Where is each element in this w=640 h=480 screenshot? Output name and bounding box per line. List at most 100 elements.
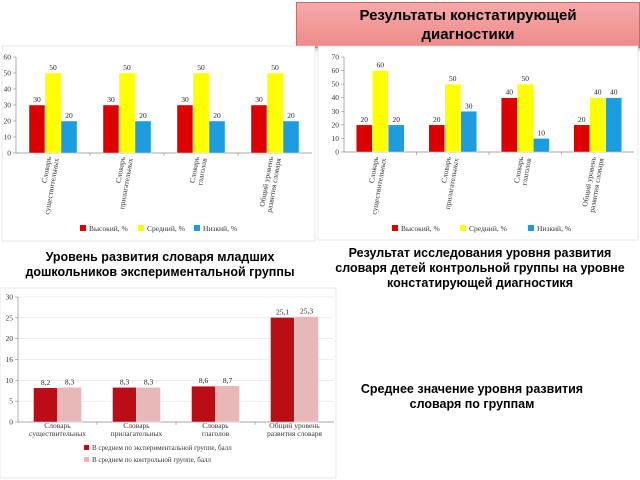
data-label: 60 <box>377 61 385 70</box>
data-label: 20 <box>287 111 295 120</box>
data-label: 20 <box>213 111 221 120</box>
legend-label: Средний, % <box>147 224 185 233</box>
caption-chart1: Уровень развития словаря младших дошколь… <box>25 250 295 279</box>
data-label: 8,2 <box>41 378 51 387</box>
data-label: 8,3 <box>65 377 75 386</box>
data-label: 25,3 <box>300 307 313 316</box>
bar-2-1 <box>372 70 389 153</box>
y-tick-label: 30 <box>4 101 12 110</box>
data-label: 30 <box>33 95 41 104</box>
legend-item-1: В среднем по экспериментальной группе, б… <box>84 444 232 452</box>
data-label: 8,6 <box>199 376 209 385</box>
data-label: 8,7 <box>223 376 233 385</box>
y-tick-label: 40 <box>332 93 340 102</box>
bar-2-4 <box>589 97 606 153</box>
data-label: 30 <box>181 95 189 104</box>
bar-2-3 <box>215 385 240 423</box>
data-label: 30 <box>255 95 263 104</box>
data-label: 30 <box>107 95 115 104</box>
data-label: 40 <box>610 88 618 97</box>
bar-2-2 <box>136 387 161 423</box>
bar-2-3 <box>192 72 210 154</box>
legend-swatch <box>194 225 200 231</box>
y-tick-label: 20 <box>332 120 340 129</box>
y-tick-label: 0 <box>335 148 339 157</box>
bar-3-4 <box>605 97 622 153</box>
legend-swatch <box>460 225 466 231</box>
legend-swatch <box>392 225 398 231</box>
bar-1-2 <box>112 387 137 423</box>
y-tick-label: 60 <box>4 53 12 62</box>
y-tick-label: 10 <box>332 134 340 143</box>
data-label: 50 <box>197 63 205 72</box>
legend-item-3: Низкий, % <box>528 224 571 233</box>
bar-1-2 <box>428 124 445 153</box>
data-label: 25,1 <box>276 307 289 316</box>
data-label: 40 <box>506 88 514 97</box>
chart-2: 010203040506070206020Словарьсуществитель… <box>317 45 639 241</box>
bar-1-1 <box>33 387 58 423</box>
y-tick-label: 40 <box>4 85 12 94</box>
y-tick-label: 25 <box>6 313 14 322</box>
data-label: 50 <box>271 63 279 72</box>
data-label: 8,3 <box>120 377 130 386</box>
bar-1-1 <box>356 124 373 153</box>
legend-label: Средний, % <box>469 224 507 233</box>
data-label: 8,3 <box>144 377 154 386</box>
y-tick-label: 16 <box>6 355 14 364</box>
chart-1: 0102030405060305020Словарьсуществительны… <box>1 45 316 242</box>
y-tick-label: 70 <box>332 53 340 62</box>
legend-label: Высокий, % <box>89 224 128 233</box>
bar-1-4 <box>573 124 590 153</box>
legend-swatch <box>528 225 534 231</box>
data-label: 50 <box>449 74 457 83</box>
y-tick-label: 0 <box>7 149 11 158</box>
data-label: 30 <box>465 101 473 110</box>
caption-chart2: Результат исследования уровня развития с… <box>335 246 625 290</box>
legend-item-3: Низкий, % <box>194 224 237 233</box>
bar-2-4 <box>266 72 284 154</box>
data-label: 50 <box>123 63 131 72</box>
data-label: 10 <box>538 128 546 137</box>
bar-3-1 <box>388 124 405 153</box>
legend-swatch <box>84 457 89 462</box>
bar-2-2 <box>444 83 461 153</box>
bar-3-2 <box>460 111 477 153</box>
bar-3-3 <box>208 120 226 154</box>
legend-swatch <box>138 225 144 231</box>
bar-1-4 <box>270 317 295 423</box>
legend-item-2: В среднем по контрольной группе, балл <box>84 456 212 464</box>
data-label: 50 <box>522 74 530 83</box>
bar-3-4 <box>282 120 300 154</box>
y-tick-label: 30 <box>6 293 14 302</box>
bar-1-3 <box>176 104 194 154</box>
y-tick-label: 60 <box>332 66 340 75</box>
category-label: Словарьприлагательных <box>435 156 461 210</box>
y-tick-label: 20 <box>4 117 12 126</box>
bar-2-4 <box>294 316 319 423</box>
bar-1-3 <box>501 97 518 153</box>
y-tick-label: 0 <box>9 418 13 427</box>
data-label: 40 <box>594 88 602 97</box>
caption-chart3: Среднее значение уровня развития словаря… <box>360 382 584 411</box>
bar-2-1 <box>57 387 82 423</box>
data-label: 20 <box>578 115 586 124</box>
data-label: 20 <box>433 115 441 124</box>
legend-item-1: Высокий, % <box>392 224 440 233</box>
chart-3: 0 5 10 16 20 25 30 8,2 8,3 Словарь существительных… <box>0 287 337 479</box>
y-tick-label: 50 <box>332 80 340 89</box>
data-label: 20 <box>139 111 147 120</box>
bar-1-2 <box>102 104 120 154</box>
bar-2-1 <box>44 72 62 154</box>
bar-3-3 <box>533 138 550 153</box>
legend-swatch <box>84 445 89 450</box>
legend-item-1: Высокий, % <box>80 224 128 233</box>
legend-label: В среднем по контрольной группе, балл <box>92 456 212 464</box>
page-title: Результаты констатирующей диагностики <box>359 7 577 43</box>
y-tick-label: 30 <box>332 107 340 116</box>
bar-3-2 <box>134 120 152 154</box>
